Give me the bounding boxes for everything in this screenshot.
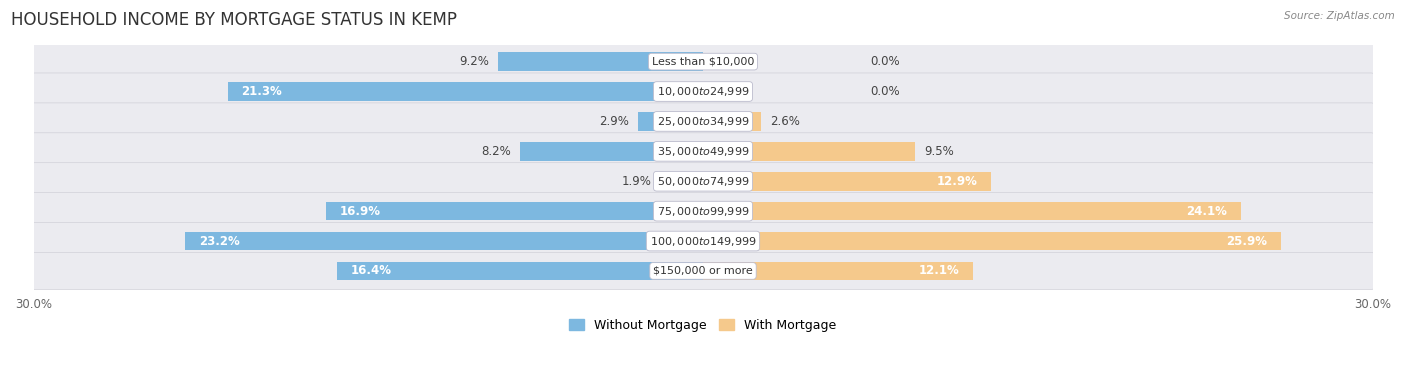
Text: $10,000 to $24,999: $10,000 to $24,999: [657, 85, 749, 98]
FancyBboxPatch shape: [31, 193, 1375, 230]
Text: 23.2%: 23.2%: [198, 234, 239, 248]
Bar: [186, 232, 703, 250]
Text: Source: ZipAtlas.com: Source: ZipAtlas.com: [1284, 11, 1395, 21]
Text: 2.9%: 2.9%: [599, 115, 630, 128]
Bar: [703, 202, 1241, 221]
Bar: [703, 262, 973, 280]
Text: $50,000 to $74,999: $50,000 to $74,999: [657, 175, 749, 188]
FancyBboxPatch shape: [31, 103, 1375, 140]
Legend: Without Mortgage, With Mortgage: Without Mortgage, With Mortgage: [569, 319, 837, 332]
Bar: [228, 82, 703, 101]
Text: $25,000 to $34,999: $25,000 to $34,999: [657, 115, 749, 128]
Text: 16.9%: 16.9%: [339, 205, 380, 218]
Text: $75,000 to $99,999: $75,000 to $99,999: [657, 205, 749, 218]
Text: 2.6%: 2.6%: [770, 115, 800, 128]
Text: 21.3%: 21.3%: [240, 85, 281, 98]
Bar: [638, 112, 703, 131]
Text: 0.0%: 0.0%: [870, 55, 900, 68]
FancyBboxPatch shape: [31, 133, 1375, 170]
Text: 16.4%: 16.4%: [350, 264, 391, 277]
Text: 12.9%: 12.9%: [936, 175, 977, 188]
Text: HOUSEHOLD INCOME BY MORTGAGE STATUS IN KEMP: HOUSEHOLD INCOME BY MORTGAGE STATUS IN K…: [11, 11, 457, 29]
Bar: [703, 232, 1281, 250]
Bar: [498, 52, 703, 71]
Text: 25.9%: 25.9%: [1226, 234, 1268, 248]
Text: $35,000 to $49,999: $35,000 to $49,999: [657, 145, 749, 158]
Text: Less than $10,000: Less than $10,000: [652, 57, 754, 67]
Bar: [326, 202, 703, 221]
Text: $150,000 or more: $150,000 or more: [654, 266, 752, 276]
FancyBboxPatch shape: [31, 73, 1375, 110]
FancyBboxPatch shape: [31, 253, 1375, 290]
Bar: [337, 262, 703, 280]
Bar: [520, 142, 703, 161]
FancyBboxPatch shape: [31, 43, 1375, 80]
Bar: [661, 172, 703, 190]
Text: 1.9%: 1.9%: [621, 175, 651, 188]
Bar: [703, 172, 991, 190]
FancyBboxPatch shape: [31, 163, 1375, 200]
Text: 0.0%: 0.0%: [870, 85, 900, 98]
Text: 9.2%: 9.2%: [458, 55, 489, 68]
Text: 8.2%: 8.2%: [481, 145, 510, 158]
FancyBboxPatch shape: [31, 222, 1375, 260]
Text: 12.1%: 12.1%: [920, 264, 960, 277]
Text: 9.5%: 9.5%: [924, 145, 953, 158]
Text: 24.1%: 24.1%: [1187, 205, 1227, 218]
Bar: [703, 142, 915, 161]
Bar: [703, 112, 761, 131]
Text: $100,000 to $149,999: $100,000 to $149,999: [650, 234, 756, 248]
